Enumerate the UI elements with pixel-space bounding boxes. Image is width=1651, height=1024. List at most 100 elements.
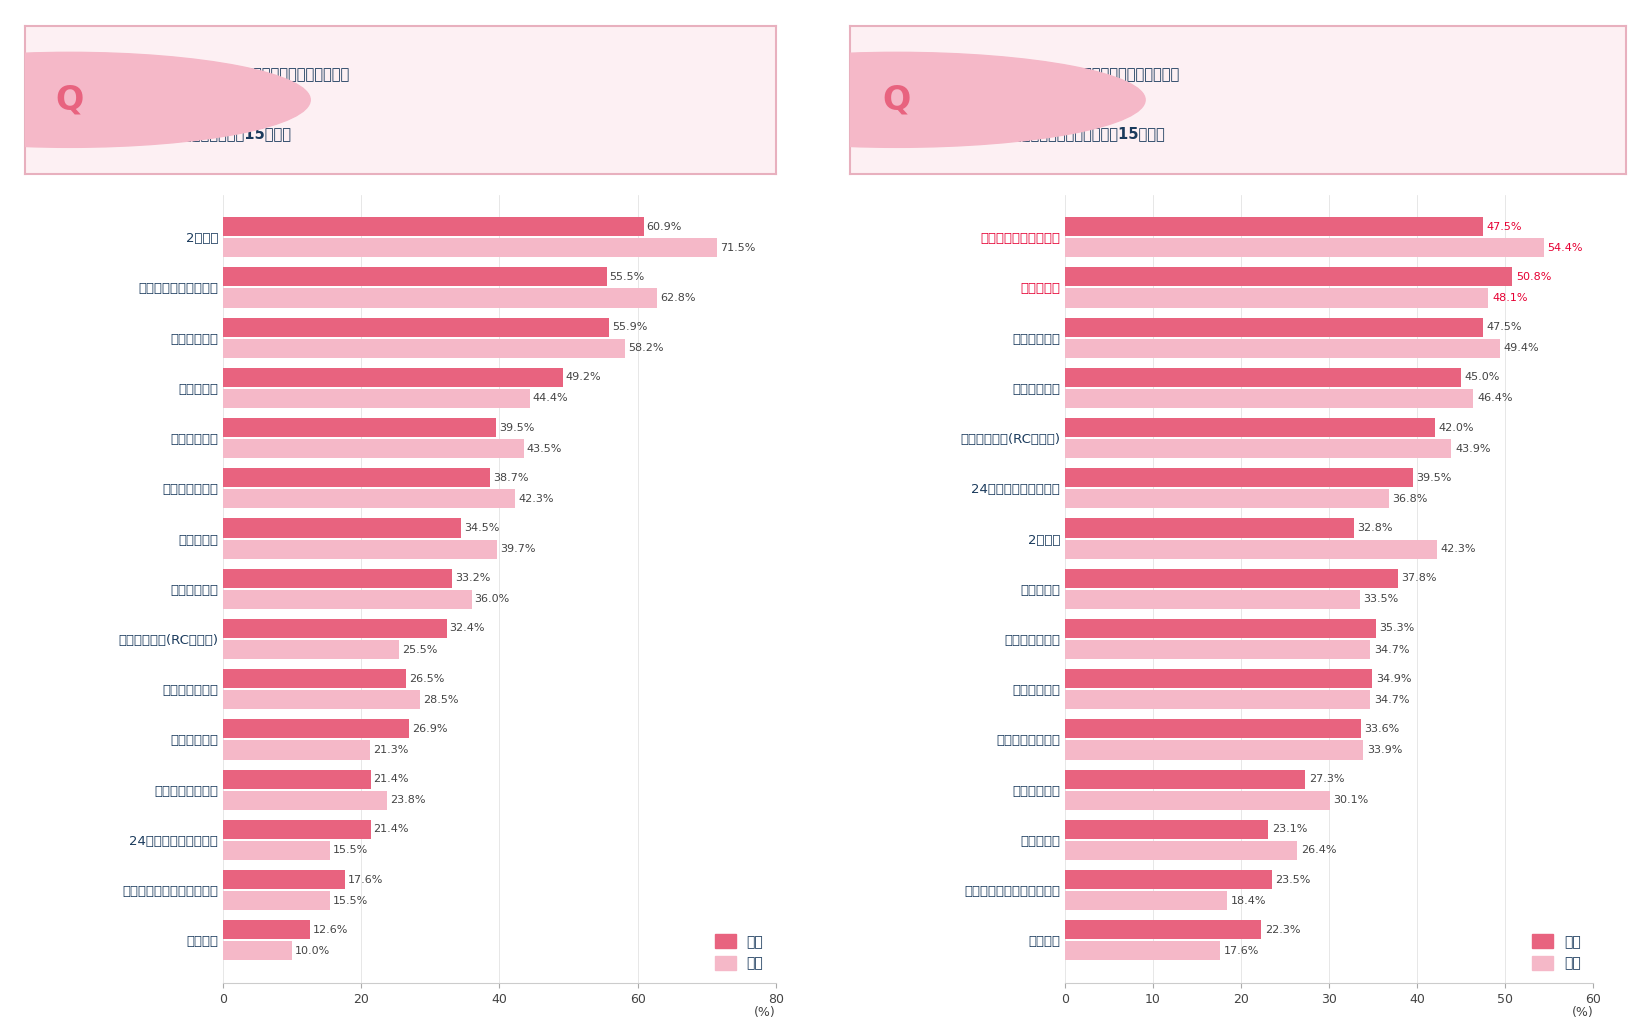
Text: 33.5%: 33.5% — [1364, 594, 1398, 604]
Bar — [1065, 289, 1489, 307]
Text: 33.2%: 33.2% — [456, 573, 490, 584]
Text: 58.2%: 58.2% — [627, 343, 664, 353]
Bar — [223, 720, 409, 738]
Text: 15.5%: 15.5% — [334, 846, 368, 855]
Text: 50.8%: 50.8% — [1516, 272, 1550, 282]
Text: 38.7%: 38.7% — [494, 473, 528, 482]
Bar — [223, 568, 452, 588]
Bar — [223, 468, 490, 487]
Bar — [223, 540, 497, 559]
Text: 71.5%: 71.5% — [720, 243, 756, 253]
Bar — [1065, 941, 1220, 961]
Bar — [1065, 841, 1298, 860]
Text: 45.0%: 45.0% — [1464, 373, 1501, 382]
Text: 60.9%: 60.9% — [647, 222, 682, 231]
Text: 25.5%: 25.5% — [401, 644, 438, 654]
Bar — [1065, 921, 1261, 939]
Bar — [1065, 791, 1331, 810]
Text: 37.8%: 37.8% — [1402, 573, 1436, 584]
Bar — [1065, 820, 1268, 839]
Bar — [223, 239, 717, 257]
Bar — [1065, 389, 1473, 408]
Circle shape — [0, 52, 310, 147]
Bar — [1065, 339, 1499, 357]
Text: 43.5%: 43.5% — [527, 443, 561, 454]
Text: 現在の住まいに当てはまる条件・設備をお選びくだ: 現在の住まいに当てはまる条件・設備をお選びくだ — [149, 68, 350, 82]
Bar — [1065, 590, 1360, 609]
Bar — [1065, 540, 1438, 559]
Bar — [223, 941, 292, 961]
Bar — [1065, 217, 1483, 237]
Text: 35.3%: 35.3% — [1379, 624, 1415, 634]
Bar — [1065, 239, 1544, 257]
Text: 21.4%: 21.4% — [373, 824, 409, 835]
Text: 33.9%: 33.9% — [1367, 745, 1402, 755]
Bar — [223, 317, 609, 337]
Bar — [1065, 317, 1483, 337]
Text: 21.4%: 21.4% — [373, 774, 409, 784]
Bar — [223, 590, 472, 609]
Text: 34.5%: 34.5% — [464, 523, 500, 534]
Bar — [1065, 468, 1413, 487]
Bar — [223, 368, 563, 387]
Bar — [223, 489, 515, 509]
Bar — [1065, 690, 1370, 710]
Text: 10.0%: 10.0% — [296, 946, 330, 955]
Text: (%): (%) — [755, 1006, 776, 1019]
Circle shape — [649, 52, 1146, 147]
Text: 34.7%: 34.7% — [1374, 644, 1410, 654]
Bar — [1065, 439, 1451, 458]
Text: 46.4%: 46.4% — [1478, 393, 1512, 403]
Bar — [1065, 870, 1271, 889]
Bar — [1065, 740, 1364, 760]
Bar — [1065, 368, 1461, 387]
Text: 42.3%: 42.3% — [1441, 544, 1476, 554]
Text: 34.7%: 34.7% — [1374, 695, 1410, 705]
Text: 12.6%: 12.6% — [312, 925, 348, 935]
Text: 49.4%: 49.4% — [1504, 343, 1539, 353]
Bar — [1065, 640, 1370, 659]
Bar — [1065, 489, 1388, 509]
Text: 55.9%: 55.9% — [613, 323, 647, 332]
Bar — [223, 770, 371, 788]
Text: 47.5%: 47.5% — [1486, 323, 1522, 332]
Text: 62.8%: 62.8% — [660, 293, 695, 303]
Bar — [223, 618, 447, 638]
Legend: 男性, 女性: 男性, 女性 — [1527, 929, 1587, 976]
Text: 49.2%: 49.2% — [566, 373, 601, 382]
Text: 47.5%: 47.5% — [1486, 222, 1522, 231]
Text: 39.7%: 39.7% — [500, 544, 535, 554]
Bar — [223, 267, 606, 287]
Text: 36.0%: 36.0% — [474, 594, 510, 604]
Bar — [223, 669, 406, 688]
Text: 39.5%: 39.5% — [1417, 473, 1451, 482]
Text: 18.4%: 18.4% — [1230, 896, 1266, 905]
Bar — [223, 841, 330, 860]
Text: 30.1%: 30.1% — [1334, 796, 1369, 805]
Text: 27.3%: 27.3% — [1309, 774, 1344, 784]
Bar — [1065, 891, 1227, 910]
Bar — [1065, 770, 1306, 788]
Text: Q: Q — [883, 83, 911, 117]
Text: (%): (%) — [1572, 1006, 1593, 1019]
Text: 32.4%: 32.4% — [449, 624, 485, 634]
Text: 23.5%: 23.5% — [1275, 874, 1311, 885]
Text: 17.6%: 17.6% — [1223, 946, 1258, 955]
Text: 21.3%: 21.3% — [373, 745, 408, 755]
Text: 26.5%: 26.5% — [409, 674, 444, 684]
Text: 36.8%: 36.8% — [1392, 494, 1428, 504]
Text: 32.8%: 32.8% — [1357, 523, 1393, 534]
Text: 42.3%: 42.3% — [518, 494, 553, 504]
Text: お選びください。（複数回答／上位15項目）: お選びください。（複数回答／上位15項目） — [979, 127, 1166, 141]
Text: 44.4%: 44.4% — [533, 393, 568, 403]
Bar — [223, 439, 523, 458]
Bar — [223, 217, 644, 237]
Text: さい。（複数回答／上位15項目）: さい。（複数回答／上位15項目） — [149, 127, 292, 141]
Text: 34.9%: 34.9% — [1375, 674, 1412, 684]
Text: 15.5%: 15.5% — [334, 896, 368, 905]
Bar — [223, 640, 400, 659]
Bar — [1065, 267, 1512, 287]
Legend: 男性, 女性: 男性, 女性 — [710, 929, 769, 976]
Bar — [1065, 518, 1354, 538]
Bar — [1065, 669, 1372, 688]
